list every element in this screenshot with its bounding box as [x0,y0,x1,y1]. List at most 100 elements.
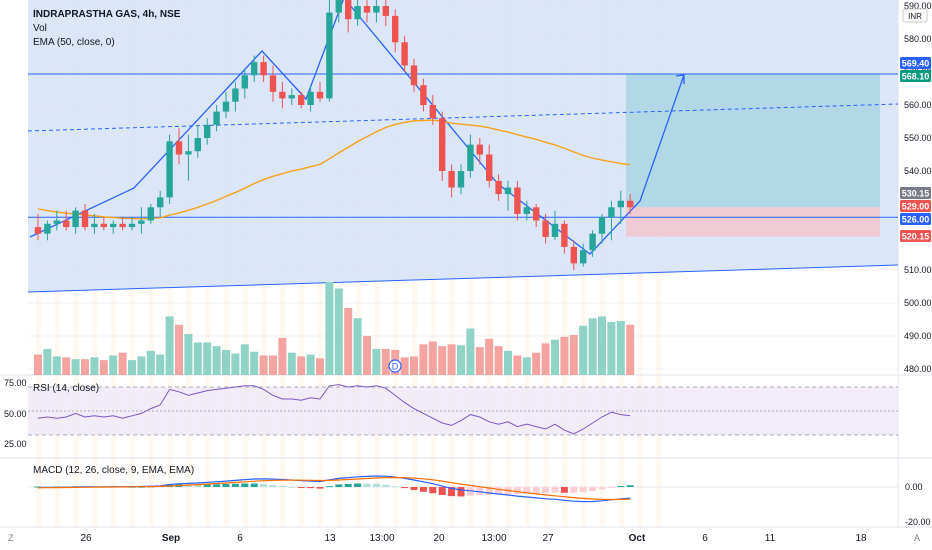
candle-body [53,220,60,224]
volume-bar [363,335,371,375]
signal-line [37,476,631,501]
volume-bar [438,346,447,375]
volume-bar [541,343,550,375]
macd-histogram-bar [372,483,380,487]
candle-body [533,207,540,221]
volume-bar [297,356,306,375]
price-badge-label: 568.10 [902,72,930,82]
time-tick-label: 6 [702,533,708,544]
volume-bar [344,308,353,375]
volume-bar [428,341,437,375]
candle-body [476,144,483,155]
macd-histogram-bar [448,487,456,497]
dividend-marker [388,359,402,373]
candle-body [514,187,521,214]
macd-histogram-bar [241,483,249,487]
candle-body [110,223,117,228]
volume-bar [334,288,343,375]
volume-bar [109,355,118,375]
macd-histogram-bar [203,484,211,487]
volume-bar [588,318,597,375]
candle-body [44,223,51,234]
volume-bar [146,350,155,375]
price-badge [900,200,931,212]
time-tick-label: 27 [542,533,554,544]
candle-body [326,12,333,99]
dividend-marker-label: D [392,362,399,372]
time-tick-label: 18 [855,533,867,544]
volume-bar [203,342,212,375]
rsi-line [37,384,631,435]
price-badge [900,213,931,225]
candle-body [241,75,248,89]
volume-bar [400,357,409,375]
time-tick-label: 13:00 [369,533,394,544]
macd-histogram-bar [401,487,409,489]
volume-bar [419,344,428,375]
volume-bar [52,356,61,375]
macd-histogram-bar [607,487,615,488]
candle-body [72,210,79,228]
price-badge-label: 530.15 [902,189,930,199]
volume-bar [579,325,588,375]
currency-box [902,8,928,23]
candle-body [457,171,465,188]
ema-legend[interactable]: EMA (50, close, 0) [33,37,115,48]
macd-histogram-bar [542,487,550,494]
candle-body [128,223,136,228]
price-badge-label: 520.15 [902,232,930,242]
candle-body [175,141,183,155]
macd-tick-label: 0.00 [905,482,923,492]
volume-bar [231,353,240,375]
macd-histogram-bar [288,486,296,488]
symbol-title: INDRAPRASTHA GAS, 4h, NSE [33,9,181,20]
candle-body [204,124,211,138]
target-zone [626,73,880,208]
volume-bar [607,321,616,375]
candle-body [316,91,324,99]
volume-bar [34,354,42,375]
candle-body [410,65,418,86]
candle-body [504,187,512,195]
time-tick-label: 26 [80,533,92,544]
candle-body [81,210,89,228]
volume-bar [494,346,503,375]
macd-tick-label: -20.00 [905,517,931,527]
macd-histogram-bar [344,483,352,487]
macd-histogram-bar [485,487,493,495]
candle-body [166,141,173,198]
candle-body [570,246,577,264]
price-badge [900,70,931,82]
volume-bar [306,354,315,375]
currency-label: INR [908,12,922,21]
candle-body [194,138,201,152]
volume-legend[interactable]: Vol [33,23,47,34]
macd-histogram-bar [391,486,399,488]
candle-body [392,15,399,43]
volume-bar [43,348,52,375]
candle-body [617,200,624,208]
volume-bar [128,360,136,375]
macd-histogram-bar [222,483,230,487]
candle-body [34,227,42,234]
candle-body [119,223,126,228]
volume-bar [626,324,635,375]
candle-body [608,207,615,218]
candle-body [222,101,230,112]
arrow-head [675,74,685,84]
macd-histogram-bar [307,487,315,489]
candle-body [363,6,371,13]
macd-histogram-bar [532,487,540,494]
candle-body [542,220,549,237]
candle-body [298,95,305,105]
rsi-legend[interactable]: RSI (14, close) [33,383,100,394]
volume-bar [447,344,456,375]
macd-histogram-bar [523,487,531,494]
candle-body [63,220,70,228]
volume-bar [372,348,381,375]
macd-legend[interactable]: MACD (12, 26, close, 9, EMA, EMA) [33,465,195,476]
volume-bar [62,357,71,375]
candle-body [589,233,596,251]
candle-body [486,154,493,181]
